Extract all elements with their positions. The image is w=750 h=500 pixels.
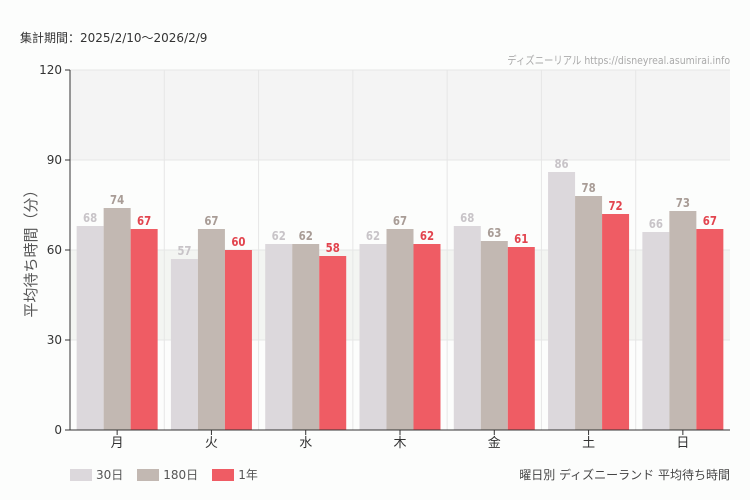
credit-text: ディズニーリアル https://disneyreal.asumirai.inf… (507, 54, 730, 67)
data-label: 86 (554, 157, 568, 171)
x-tick-label: 火 (205, 436, 218, 451)
y-tick-label: 30 (47, 333, 62, 347)
period-label: 集計期間：2025/2/10〜2026/2/9 (20, 31, 208, 45)
bar (453, 226, 481, 430)
data-label: 67 (137, 214, 151, 228)
bar (76, 226, 104, 430)
data-label: 74 (110, 193, 124, 207)
bar (292, 244, 320, 430)
data-label: 62 (299, 229, 313, 243)
data-label: 62 (366, 229, 380, 243)
chart-subtitle: 曜日別 ディズニーランド 平均待ち時間 (519, 468, 730, 482)
y-tick-label: 60 (47, 243, 62, 257)
bar (224, 250, 252, 430)
bar (669, 211, 697, 430)
x-tick-label: 土 (582, 436, 595, 451)
band (70, 70, 730, 160)
bar (696, 229, 724, 430)
legend-item-30d[interactable]: 30日 (70, 466, 123, 483)
legend-item-1y[interactable]: 1年 (212, 466, 258, 483)
legend-label: 30日 (96, 468, 124, 482)
legend: 30日 180日 1年 (70, 466, 258, 483)
x-tick-label: 金 (488, 435, 501, 451)
y-tick-label: 0 (54, 423, 62, 437)
legend-swatch (212, 468, 235, 481)
bar (602, 214, 630, 430)
data-label: 67 (703, 214, 717, 228)
bar (130, 229, 158, 430)
legend-label: 1年 (238, 468, 258, 482)
bar (103, 208, 131, 430)
x-tick-label: 日 (676, 436, 689, 451)
bar (575, 196, 603, 430)
bar (359, 244, 387, 430)
bar (197, 229, 225, 430)
data-label: 72 (608, 199, 622, 213)
bar (386, 229, 414, 430)
y-axis-label: 平均待ち時間（分） (22, 182, 40, 317)
data-label: 57 (177, 244, 191, 258)
bar (265, 244, 293, 430)
y-tick-label: 120 (39, 63, 62, 77)
data-label: 58 (326, 241, 340, 255)
data-label: 61 (514, 232, 528, 246)
data-label: 68 (460, 211, 474, 225)
data-label: 63 (487, 226, 501, 240)
data-label: 73 (676, 196, 690, 210)
data-label: 68 (83, 211, 97, 225)
x-tick-label: 月 (111, 436, 124, 451)
bar (480, 241, 508, 430)
bar (548, 172, 576, 430)
data-label: 67 (393, 214, 407, 228)
bar (507, 247, 535, 430)
data-label: 62 (272, 229, 286, 243)
data-label: 78 (581, 181, 595, 195)
bar (170, 259, 198, 430)
legend-label: 180日 (163, 468, 199, 482)
x-tick-label: 木 (393, 436, 406, 451)
data-label: 66 (649, 217, 663, 231)
data-label: 60 (231, 235, 245, 249)
legend-swatch (70, 468, 92, 481)
data-label: 67 (204, 214, 218, 228)
bar (642, 232, 670, 430)
x-tick-label: 水 (299, 436, 312, 451)
bar (413, 244, 441, 430)
y-tick-label: 90 (47, 153, 62, 167)
legend-item-180d[interactable]: 180日 (137, 466, 198, 483)
bar (319, 256, 347, 430)
legend-swatch (137, 468, 160, 481)
data-label: 62 (420, 229, 434, 243)
